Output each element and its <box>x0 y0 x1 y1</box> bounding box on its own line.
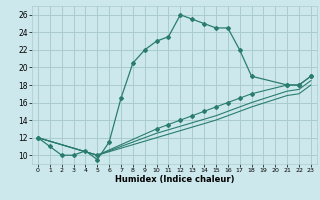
X-axis label: Humidex (Indice chaleur): Humidex (Indice chaleur) <box>115 175 234 184</box>
